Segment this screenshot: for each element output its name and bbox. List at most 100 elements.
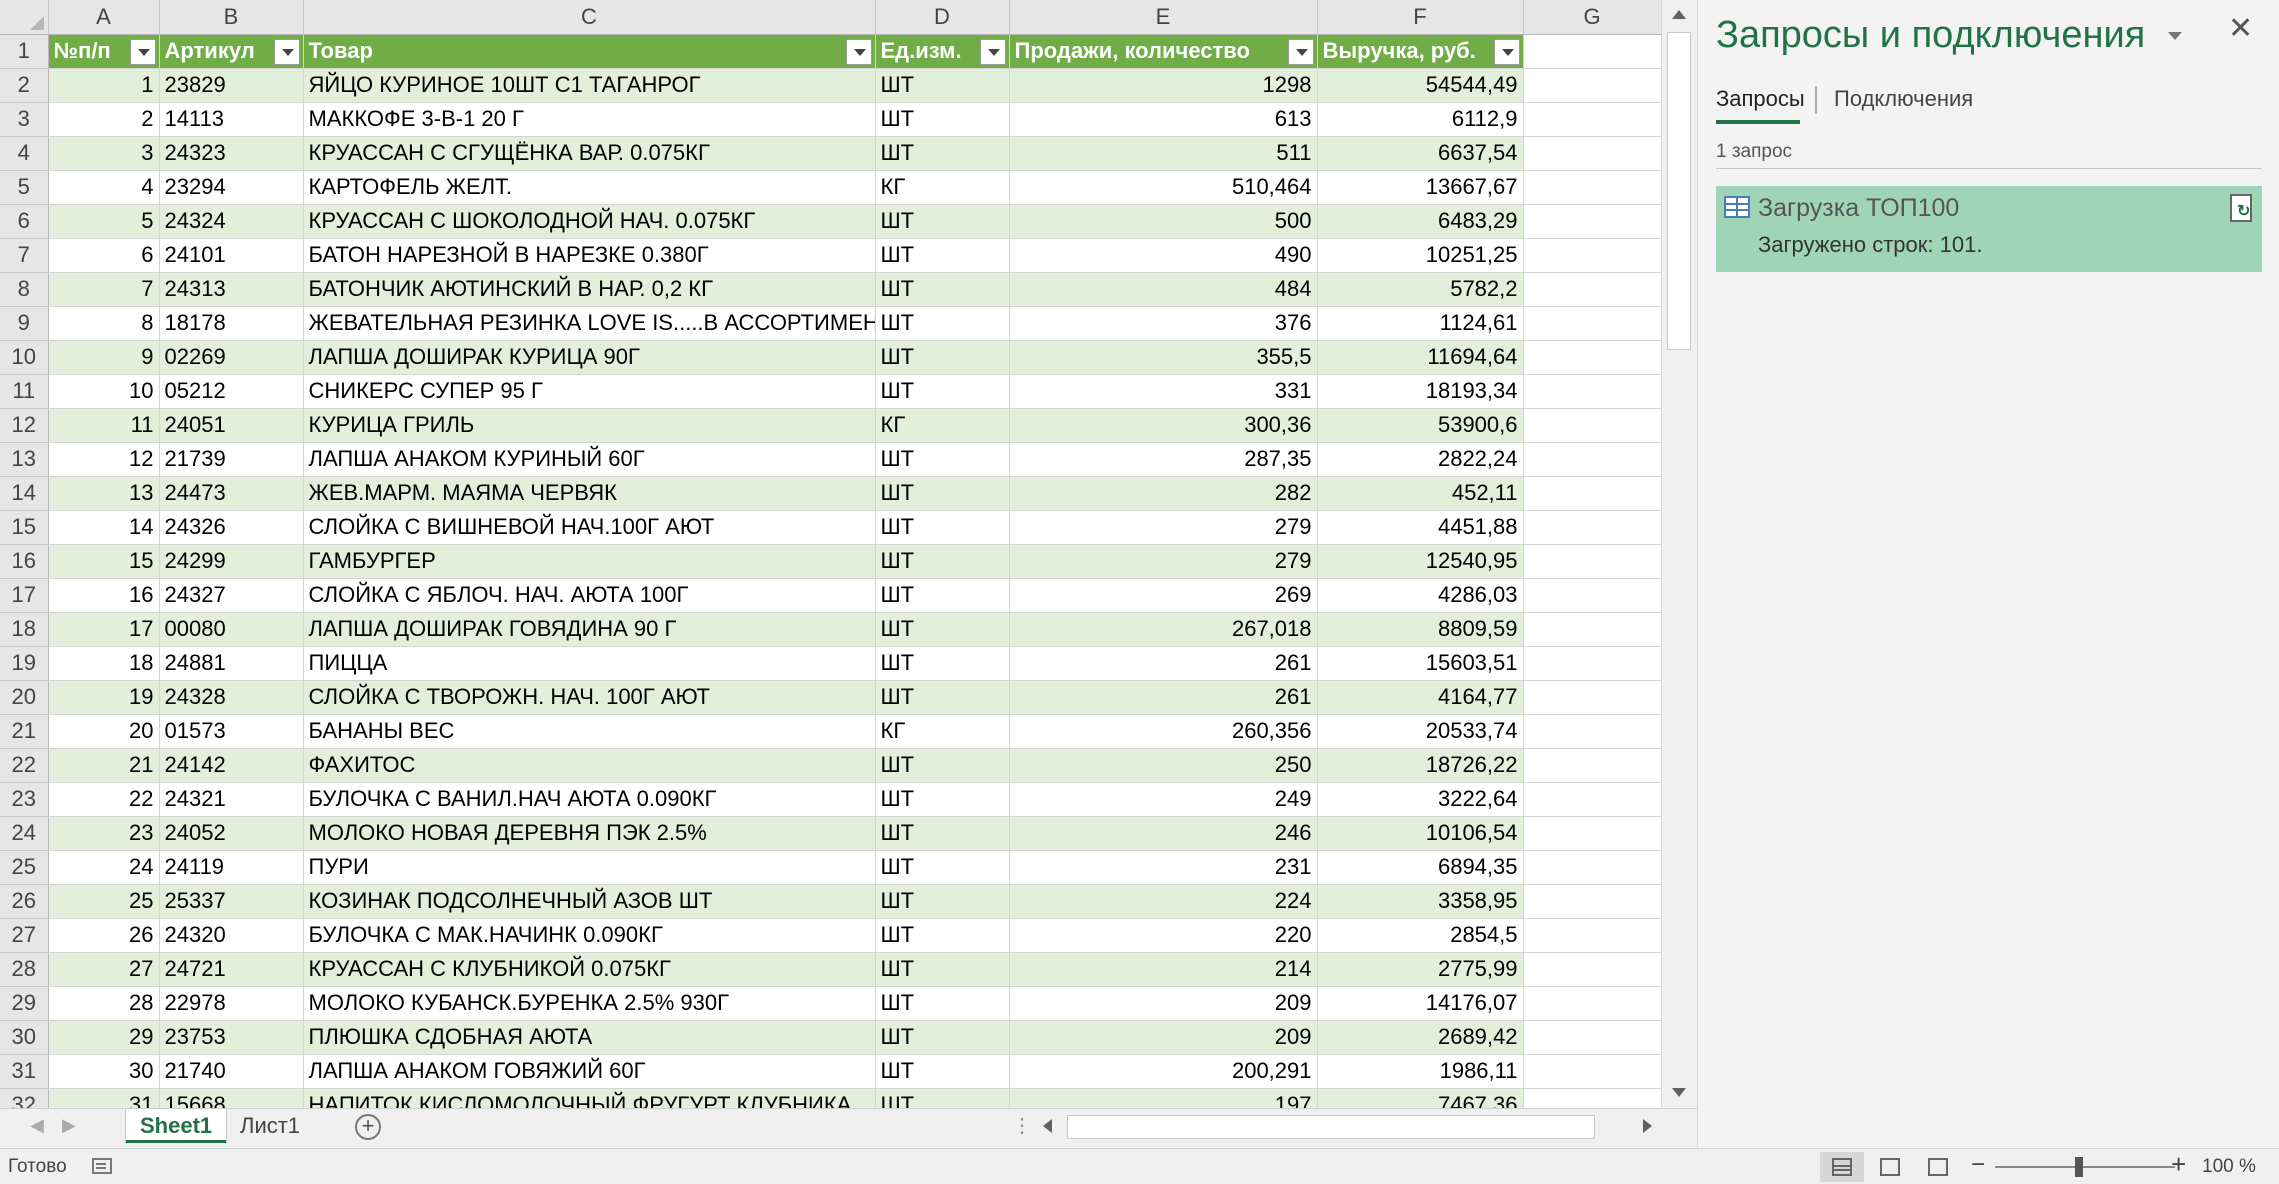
cell-index[interactable]: 23 (48, 816, 160, 851)
table-header-cell[interactable]: Продажи, количество (1009, 34, 1318, 69)
cell-quantity[interactable]: 279 (1009, 544, 1318, 579)
sheet-tab-sheet1[interactable]: Sheet1 (126, 1109, 227, 1143)
cell-index[interactable]: 26 (48, 918, 160, 953)
cell-revenue[interactable]: 2822,24 (1317, 442, 1524, 477)
cell-quantity[interactable]: 209 (1009, 1020, 1318, 1055)
cell-product[interactable]: КРУАССАН С СГУЩЁНКА ВАР. 0.075КГ (303, 136, 876, 171)
cell-product[interactable]: БУЛОЧКА С МАК.НАЧИНК 0.090КГ (303, 918, 876, 953)
scroll-down-icon[interactable] (1662, 1078, 1696, 1108)
cell-unit[interactable]: ШТ (875, 374, 1010, 409)
cell-quantity[interactable]: 331 (1009, 374, 1318, 409)
cell-index[interactable]: 27 (48, 952, 160, 987)
cell-revenue[interactable]: 2689,42 (1317, 1020, 1524, 1055)
cell-product[interactable]: КРУАССАН С КЛУБНИКОЙ 0.075КГ (303, 952, 876, 987)
cell-sku[interactable]: 02269 (159, 340, 304, 375)
cell-index[interactable]: 3 (48, 136, 160, 171)
cell-sku[interactable]: 24313 (159, 272, 304, 307)
table-header-cell[interactable]: Артикул (159, 34, 304, 69)
column-header[interactable]: C (303, 0, 876, 35)
cell-revenue[interactable]: 452,11 (1317, 476, 1524, 511)
cell-sku[interactable]: 24101 (159, 238, 304, 273)
zoom-out-icon[interactable]: − (1971, 1151, 1986, 1178)
cell-sku[interactable]: 15668 (159, 1088, 304, 1108)
cell-sku[interactable]: 24324 (159, 204, 304, 239)
cell[interactable] (1523, 884, 1661, 919)
cell-index[interactable]: 5 (48, 204, 160, 239)
cell-quantity[interactable]: 249 (1009, 782, 1318, 817)
cell-quantity[interactable]: 224 (1009, 884, 1318, 919)
cell-product[interactable]: СЛОЙКА С ЯБЛОЧ. НАЧ. АЮТА 100Г (303, 578, 876, 613)
row-header[interactable]: 7 (0, 238, 49, 273)
cell-index[interactable]: 29 (48, 1020, 160, 1055)
filter-dropdown-icon[interactable] (129, 38, 156, 65)
cell-revenue[interactable]: 54544,49 (1317, 68, 1524, 103)
cell-quantity[interactable]: 500 (1009, 204, 1318, 239)
cell-quantity[interactable]: 510,464 (1009, 170, 1318, 205)
cell-product[interactable]: ПЛЮШКА СДОБНАЯ АЮТА (303, 1020, 876, 1055)
cell-quantity[interactable]: 355,5 (1009, 340, 1318, 375)
cell-sku[interactable]: 24320 (159, 918, 304, 953)
cell-sku[interactable]: 18178 (159, 306, 304, 341)
cell-revenue[interactable]: 6894,35 (1317, 850, 1524, 885)
row-header[interactable]: 28 (0, 952, 49, 987)
cell-product[interactable]: ЛАПША АНАКОМ КУРИНЫЙ 60Г (303, 442, 876, 477)
row-header[interactable]: 21 (0, 714, 49, 749)
split-handle-icon[interactable]: ⋮ (1012, 1115, 1032, 1137)
cell-quantity[interactable]: 267,018 (1009, 612, 1318, 647)
row-header[interactable]: 18 (0, 612, 49, 647)
cell-unit[interactable]: ШТ (875, 272, 1010, 307)
cell-revenue[interactable]: 1124,61 (1317, 306, 1524, 341)
cell-unit[interactable]: ШТ (875, 544, 1010, 579)
cell[interactable] (1523, 374, 1661, 409)
cell-unit[interactable]: ШТ (875, 816, 1010, 851)
cell-index[interactable]: 4 (48, 170, 160, 205)
cell-quantity[interactable]: 214 (1009, 952, 1318, 987)
cell[interactable] (1523, 238, 1661, 273)
zoom-slider[interactable] (1995, 1166, 2175, 1168)
cell-unit[interactable]: ШТ (875, 1088, 1010, 1108)
cell-quantity[interactable]: 261 (1009, 646, 1318, 681)
cell-unit[interactable]: ШТ (875, 612, 1010, 647)
row-header[interactable]: 17 (0, 578, 49, 613)
cell-index[interactable]: 11 (48, 408, 160, 443)
cell[interactable] (1523, 408, 1661, 443)
cell[interactable] (1523, 68, 1661, 103)
cell-index[interactable]: 18 (48, 646, 160, 681)
cell-sku[interactable]: 24052 (159, 816, 304, 851)
cell-product[interactable]: НАПИТОК КИСЛОМОЛОЧНЫЙ ФРУГУРТ КЛУБНИКА (303, 1088, 876, 1108)
row-header[interactable]: 14 (0, 476, 49, 511)
cell-product[interactable]: ЖЕВ.МАРМ. МАЯМА ЧЕРВЯК (303, 476, 876, 511)
filter-dropdown-icon[interactable] (1287, 38, 1314, 65)
row-header[interactable]: 4 (0, 136, 49, 171)
cell-product[interactable]: ГАМБУРГЕР (303, 544, 876, 579)
filter-dropdown-icon[interactable] (1493, 38, 1520, 65)
cell[interactable] (1523, 476, 1661, 511)
cell-revenue[interactable]: 10251,25 (1317, 238, 1524, 273)
cell-product[interactable]: БАТОНЧИК АЮТИНСКИЙ В НАР. 0,2 КГ (303, 272, 876, 307)
cell-quantity[interactable]: 287,35 (1009, 442, 1318, 477)
row-header[interactable]: 2 (0, 68, 49, 103)
cell-index[interactable]: 24 (48, 850, 160, 885)
cell-index[interactable]: 8 (48, 306, 160, 341)
tab-queries[interactable]: Запросы (1716, 86, 1805, 111)
cell-unit[interactable]: КГ (875, 408, 1010, 443)
sheet-tab-list1[interactable]: Лист1 (240, 1113, 301, 1138)
cell-index[interactable]: 31 (48, 1088, 160, 1108)
cell[interactable] (1523, 34, 1661, 69)
cell[interactable] (1523, 782, 1661, 817)
cell-unit[interactable]: ШТ (875, 1054, 1010, 1089)
cell-unit[interactable]: ШТ (875, 578, 1010, 613)
cell-index[interactable]: 10 (48, 374, 160, 409)
cell-sku[interactable]: 24119 (159, 850, 304, 885)
cell-unit[interactable]: КГ (875, 714, 1010, 749)
cell-product[interactable]: МОЛОКО КУБАНСК.БУРЕНКА 2.5% 930Г (303, 986, 876, 1021)
cell-quantity[interactable]: 261 (1009, 680, 1318, 715)
cell-unit[interactable]: ШТ (875, 102, 1010, 137)
cell-unit[interactable]: ШТ (875, 340, 1010, 375)
cell-index[interactable]: 17 (48, 612, 160, 647)
cell-product[interactable]: КОЗИНАК ПОДСОЛНЕЧНЫЙ АЗОВ ШТ (303, 884, 876, 919)
cell-unit[interactable]: КГ (875, 170, 1010, 205)
cell-index[interactable]: 16 (48, 578, 160, 613)
filter-dropdown-icon[interactable] (979, 38, 1006, 65)
row-header[interactable]: 19 (0, 646, 49, 681)
